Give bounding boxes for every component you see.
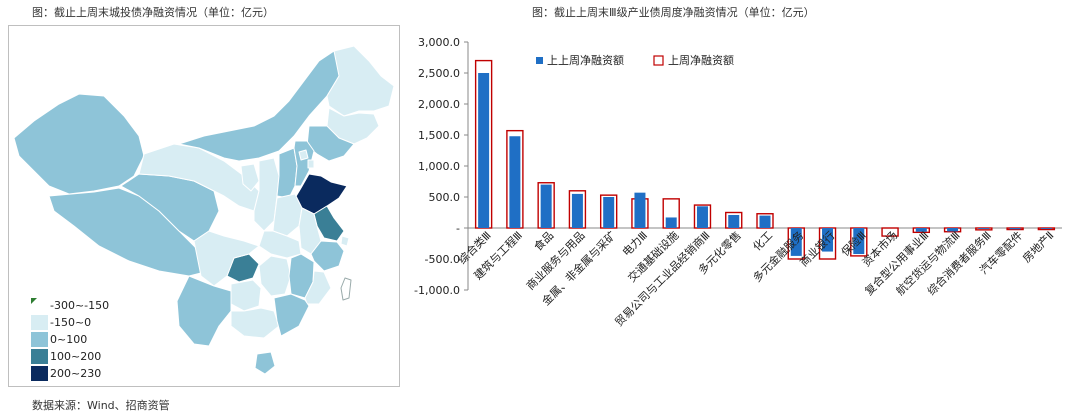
data-source-note: 数据来源：Wind、招商资管 (32, 399, 170, 412)
y-tick-label: 500.0 (429, 191, 461, 204)
province-xinjiang (13, 93, 145, 195)
map-legend: -300~-150 -150~0 0~100 100~200 200~230 (31, 297, 109, 382)
map-chart-title: 图：截止上周末城投债净融资情况（单位：亿元） (32, 6, 274, 19)
bar-two-weeks-ago (978, 228, 990, 229)
province-beijing (298, 149, 309, 161)
bar-two-weeks-ago (665, 217, 677, 228)
legend-item: 200~230 (31, 365, 109, 382)
province-yunnan (176, 275, 232, 347)
bar-two-weeks-ago (478, 73, 490, 228)
legend-label: -300~-150 (50, 299, 110, 312)
legend-label: 100~200 (50, 350, 102, 363)
province-guangxi (230, 307, 280, 339)
province-taiwan (340, 277, 352, 301)
province-hainan (254, 351, 276, 375)
legend-item: -300~-150 (31, 297, 109, 314)
bar-chart-title: 图：截止上周末Ⅲ级产业债周度净融资情况（单位：亿元） (532, 6, 815, 19)
legend-swatch (31, 349, 48, 364)
province-shaanxi (253, 157, 280, 232)
bar-two-weeks-ago (947, 228, 959, 232)
legend-swatch (31, 332, 48, 347)
province-hubei (258, 230, 302, 259)
bar-chart: 3,000.0 2,500.0 2,000.0 1,500.0 1,000.0 500.0… (414, 36, 1062, 329)
bar-last-week (881, 227, 899, 237)
y-tick-label: 2,000.0 (418, 98, 460, 111)
bar-two-weeks-ago (822, 228, 834, 252)
legend-label-last-week: 上周净融资额 (668, 53, 734, 67)
province-shanghai (340, 235, 350, 247)
y-tick-label: - (456, 222, 460, 235)
province-shanxi (276, 147, 298, 199)
bar-two-weeks-ago (540, 184, 552, 228)
y-tick-label: 2,500.0 (418, 67, 460, 80)
bar-two-weeks-ago (728, 214, 740, 228)
legend-swatch (31, 366, 48, 381)
x-tick-label: 化工 (750, 228, 775, 253)
bar-two-weeks-ago (790, 228, 802, 256)
legend-swatch-last-week (653, 55, 664, 66)
y-tick-label: 1,500.0 (418, 129, 460, 142)
province-sichuan (193, 230, 260, 287)
bar-two-weeks-ago (603, 197, 615, 228)
legend-item: -150~0 (31, 314, 109, 331)
legend-label: 0~100 (50, 333, 88, 346)
bar-two-weeks-ago (915, 228, 927, 232)
china-map-panel: -300~-150 -150~0 0~100 100~200 200~230 (8, 25, 400, 387)
province-henan (272, 193, 303, 237)
legend-item: 100~200 (31, 348, 109, 365)
bar-two-weeks-ago (1009, 228, 1021, 230)
province-guizhou (230, 279, 262, 312)
province-heilongjiang (326, 45, 395, 117)
province-guangdong (273, 293, 310, 337)
legend-swatch (31, 315, 48, 330)
y-tick-label: -500.0 (425, 253, 460, 266)
bar-two-weeks-ago (853, 228, 865, 255)
province-ningxia (240, 163, 260, 192)
legend-swatch (31, 298, 48, 313)
province-tianjin (307, 159, 315, 169)
bar-two-weeks-ago (1040, 228, 1052, 229)
bar-two-weeks-ago (759, 215, 771, 228)
y-tick-label: 3,000.0 (418, 36, 460, 49)
province-jiangsu (313, 205, 345, 242)
x-tick-label: 食品 (531, 228, 556, 253)
province-hunan (258, 255, 292, 297)
china-map (13, 45, 395, 375)
legend-label: -150~0 (50, 316, 92, 329)
bar-two-weeks-ago (634, 192, 646, 228)
legend-label-two-weeks-ago: 上上周净融资额 (547, 53, 624, 67)
legend-item: 0~100 (31, 331, 109, 348)
legend-label: 200~230 (50, 367, 102, 380)
x-tick-label: 房地产Ⅱ (1019, 228, 1056, 265)
bar-two-weeks-ago (509, 136, 521, 228)
province-zhejiang (310, 240, 345, 272)
bar-two-weeks-ago (696, 206, 708, 228)
province-fujian (304, 270, 332, 305)
legend-swatch-two-weeks-ago (536, 57, 543, 64)
y-tick-label: 1,000.0 (418, 160, 460, 173)
y-tick-label: -1,000.0 (414, 284, 460, 297)
bar-two-weeks-ago (571, 193, 583, 228)
